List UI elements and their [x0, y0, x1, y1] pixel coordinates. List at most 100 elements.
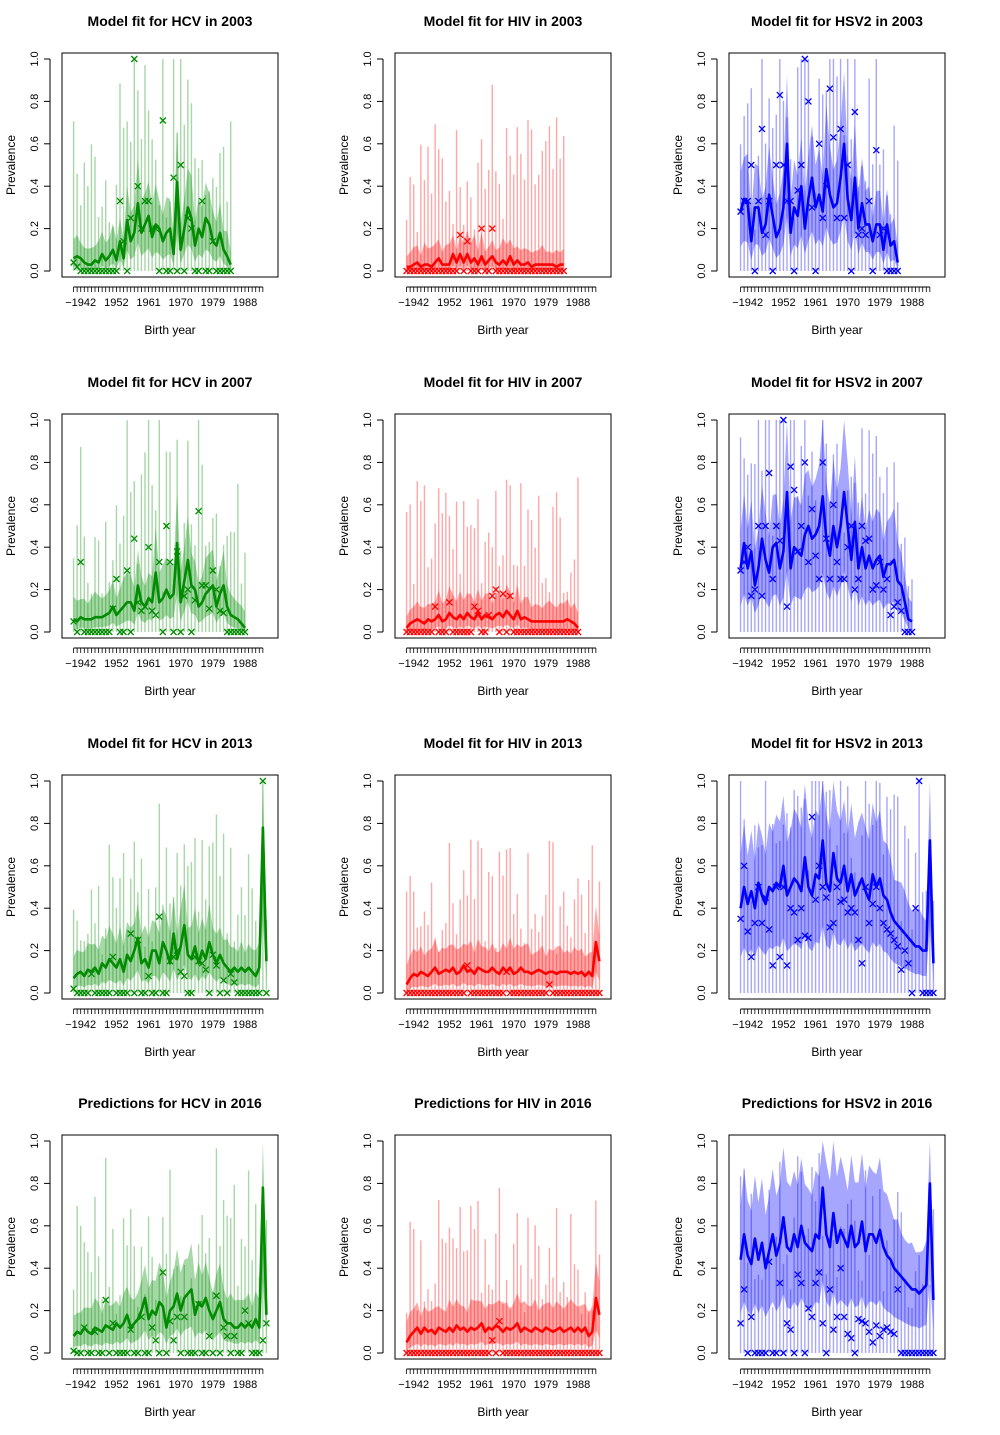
obs-point [779, 883, 787, 891]
x-axis-label: Birth year [477, 684, 528, 698]
obs-point [804, 97, 812, 105]
obs-point [170, 628, 178, 636]
x-axis-label: Birth year [477, 1045, 528, 1059]
obs-point [73, 628, 81, 636]
obs-point [829, 501, 837, 509]
y-tick-label: 1.0 [29, 1133, 41, 1148]
y-tick-label: 1.0 [29, 412, 41, 427]
plot-frame [728, 413, 946, 639]
y-tick-label: 0.8 [29, 94, 41, 109]
x-tick-label: −1942 [398, 1019, 429, 1031]
fit-line [739, 839, 935, 964]
obs-point [259, 777, 267, 785]
obs-point [166, 267, 174, 275]
obs-point [776, 537, 784, 545]
x-tick-label: 1952 [771, 297, 795, 309]
obs-point [428, 628, 436, 636]
obs-point [851, 108, 859, 116]
fit-line [72, 826, 268, 980]
x-tick-label: 1979 [201, 1019, 225, 1031]
credible-band [73, 1141, 267, 1348]
fit-line [72, 1186, 268, 1337]
obs-point [463, 961, 471, 969]
y-tick-label: 0.0 [29, 1345, 41, 1360]
obs-point [754, 883, 762, 891]
panel-title: Model fit for HIV in 2007 [424, 374, 583, 390]
y-axis-label: Prevalence [4, 496, 18, 556]
obs-point [787, 463, 795, 471]
obs-point [883, 575, 891, 583]
y-tick-label: 0.0 [362, 985, 374, 1000]
y-tick-label: 0.8 [696, 94, 708, 109]
obs-point [865, 919, 873, 927]
x-tick-label: −1942 [398, 658, 429, 670]
obs-point [148, 1324, 156, 1332]
y-tick-label: 0.6 [362, 136, 374, 151]
y-tick-label: 0.0 [696, 624, 708, 639]
obs-point [481, 628, 489, 636]
y-tick-label: 0.6 [696, 136, 708, 151]
obs-point [155, 558, 163, 566]
obs-point [844, 543, 852, 551]
obs-point [474, 267, 482, 275]
y-tick-label: 0.6 [362, 497, 374, 512]
y-tick-label: 0.4 [362, 540, 374, 555]
obs-point [503, 628, 511, 636]
panel-HIV-2007: Model fit for HIV in 2007 0.0 0.2 0.4 0.6 0.8… [337, 374, 612, 698]
fit-line [72, 180, 232, 266]
obs-point [797, 161, 805, 169]
obs-point [787, 197, 795, 205]
obs-point [815, 140, 823, 148]
obs-point [872, 581, 880, 589]
y-tick-label: 0.6 [29, 1218, 41, 1233]
x-tick-label: 1961 [136, 1379, 160, 1391]
obs-point [740, 862, 748, 870]
obs-point [492, 586, 500, 594]
obs-point [180, 1313, 188, 1321]
obs-point [758, 125, 766, 133]
obs-point [872, 146, 880, 154]
obs-point [187, 989, 195, 997]
obs-point [894, 942, 902, 950]
obs-point [812, 1279, 820, 1287]
obs-point [829, 133, 837, 141]
panel-HIV-2013: Model fit for HIV in 2013 0.0 0.2 0.4 0.6 0.8… [337, 735, 612, 1059]
obs-point [840, 1313, 848, 1321]
x-tick-label: 1952 [771, 658, 795, 670]
obs-point [829, 919, 837, 927]
x-tick-label: 1988 [566, 297, 590, 309]
fit-line [405, 940, 601, 986]
x-tick-label: −1942 [65, 1019, 96, 1031]
x-axis-label: Birth year [477, 323, 528, 337]
obs-point [897, 607, 905, 615]
obs-point [797, 522, 805, 530]
obs-point [152, 1336, 160, 1344]
y-tick-label: 0.2 [696, 582, 708, 597]
x-tick-label: 1988 [900, 297, 924, 309]
obs-point [177, 628, 185, 636]
x-tick-label: 1952 [437, 297, 461, 309]
x-tick-label: 1952 [104, 1019, 128, 1031]
obs-point [790, 267, 798, 275]
obs-point [488, 1336, 496, 1344]
obs-point [488, 592, 496, 600]
obs-point [173, 547, 181, 555]
panel-title: Model fit for HCV in 2007 [88, 374, 253, 390]
x-tick-label: 1952 [437, 1019, 461, 1031]
plot-frame [728, 774, 946, 1000]
y-tick-label: 0.4 [696, 540, 708, 555]
panel-title: Model fit for HCV in 2013 [88, 735, 253, 751]
x-tick-label: 1961 [803, 1019, 827, 1031]
obs-point [819, 458, 827, 466]
x-tick-label: 1979 [201, 297, 225, 309]
obs-point [130, 989, 138, 997]
obs-point [762, 894, 770, 902]
obs-point [772, 883, 780, 891]
panel-HCV-2007: Model fit for HCV in 2007 0.0 0.2 0.4 0.6 0.8… [4, 374, 279, 698]
obs-point [740, 1285, 748, 1293]
y-tick-label: 0.4 [29, 179, 41, 194]
y-tick-label: 0.2 [29, 582, 41, 597]
x-tick-label: −1942 [65, 658, 96, 670]
obs-point [205, 1332, 213, 1340]
obs-point [772, 522, 780, 530]
